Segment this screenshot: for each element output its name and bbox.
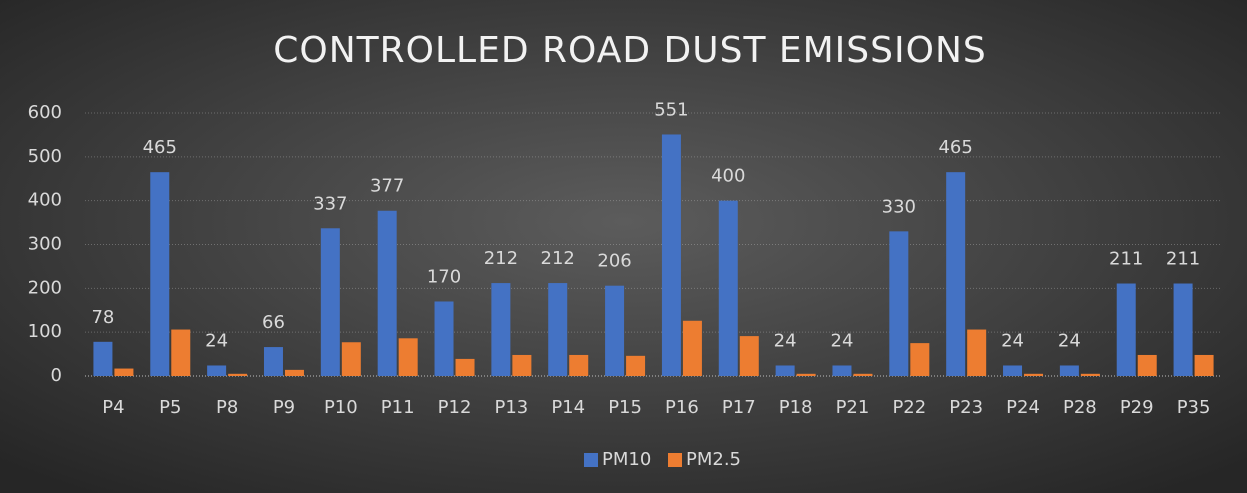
bar — [1137, 354, 1157, 376]
legend-label: PM2.5 — [686, 449, 741, 470]
data-label: 78 — [91, 307, 114, 328]
bar — [93, 341, 113, 376]
bar — [1194, 354, 1214, 376]
data-label: 465 — [143, 137, 177, 158]
x-tick-label: P5 — [159, 397, 181, 418]
bar — [889, 231, 909, 376]
bar — [320, 228, 340, 376]
legend-swatch — [668, 453, 682, 467]
legend-swatch — [584, 453, 598, 467]
bar — [682, 320, 702, 376]
data-label: 24 — [1001, 330, 1024, 351]
x-tick-label: P35 — [1177, 397, 1211, 418]
x-tick-label: P15 — [608, 397, 642, 418]
x-tick-label: P14 — [551, 397, 585, 418]
data-label: 170 — [427, 266, 461, 287]
x-tick-label: P22 — [892, 397, 926, 418]
bar — [1173, 283, 1193, 376]
bar — [512, 354, 532, 376]
data-label: 400 — [711, 166, 745, 187]
x-tick-label: P10 — [324, 397, 358, 418]
x-tick-label: P24 — [1006, 397, 1040, 418]
x-tick-label: P23 — [949, 397, 983, 418]
x-tick-label: P13 — [494, 397, 528, 418]
data-label: 24 — [774, 330, 797, 351]
bar — [853, 373, 873, 376]
y-tick-label: 100 — [28, 321, 62, 342]
bar — [207, 365, 227, 376]
bar — [1116, 283, 1136, 376]
bar — [1003, 365, 1023, 376]
data-label: 337 — [313, 193, 347, 214]
data-label: 24 — [831, 330, 854, 351]
bar — [1059, 365, 1079, 376]
x-tick-label: P11 — [381, 397, 415, 418]
bar — [967, 329, 987, 376]
data-label: 24 — [1058, 330, 1081, 351]
bar — [114, 368, 134, 376]
y-tick-label: 400 — [28, 190, 62, 211]
x-tick-label: P8 — [216, 397, 238, 418]
bar — [832, 365, 852, 376]
x-tick-label: P4 — [102, 397, 124, 418]
data-label: 211 — [1166, 249, 1200, 270]
bar — [341, 342, 361, 376]
bar — [150, 172, 170, 376]
data-label: 330 — [882, 196, 916, 217]
y-tick-label: 500 — [28, 146, 62, 167]
bar — [910, 343, 930, 376]
bar — [434, 301, 454, 376]
bar — [284, 369, 304, 376]
bar — [626, 355, 646, 376]
bar — [398, 338, 418, 376]
bar — [491, 283, 511, 376]
x-tick-label: P28 — [1063, 397, 1097, 418]
bar — [661, 134, 681, 376]
bar — [548, 283, 568, 376]
bar — [228, 373, 248, 376]
data-label: 465 — [938, 137, 972, 158]
bar — [171, 329, 191, 376]
bar — [263, 347, 283, 376]
x-tick-label: P12 — [438, 397, 472, 418]
chart-title: CONTROLLED ROAD DUST EMISSIONS — [273, 30, 987, 71]
bar — [718, 200, 738, 376]
x-tick-label: P9 — [273, 397, 295, 418]
data-label: 206 — [597, 251, 631, 272]
data-label: 211 — [1109, 249, 1143, 270]
bar — [377, 210, 397, 376]
bar — [739, 336, 759, 376]
data-label: 66 — [262, 312, 285, 333]
y-tick-label: 600 — [28, 102, 62, 123]
data-label: 212 — [484, 248, 518, 269]
x-tick-label: P21 — [836, 397, 870, 418]
data-label: 377 — [370, 176, 404, 197]
x-tick-label: P29 — [1120, 397, 1154, 418]
x-tick-label: P16 — [665, 397, 699, 418]
y-tick-label: 300 — [28, 234, 62, 255]
x-tick-label: P18 — [779, 397, 813, 418]
bar — [605, 285, 625, 376]
data-label: 212 — [541, 248, 575, 269]
data-label: 24 — [205, 330, 228, 351]
legend-label: PM10 — [602, 449, 651, 470]
bar — [946, 172, 966, 376]
y-tick-label: 0 — [51, 365, 62, 386]
bar — [569, 354, 589, 376]
y-tick-label: 200 — [28, 277, 62, 298]
bar — [1080, 373, 1100, 376]
bar — [455, 358, 475, 376]
bar — [775, 365, 795, 376]
data-label: 551 — [654, 99, 688, 120]
bar — [1024, 373, 1044, 376]
bar — [796, 373, 816, 376]
x-tick-label: P17 — [722, 397, 756, 418]
